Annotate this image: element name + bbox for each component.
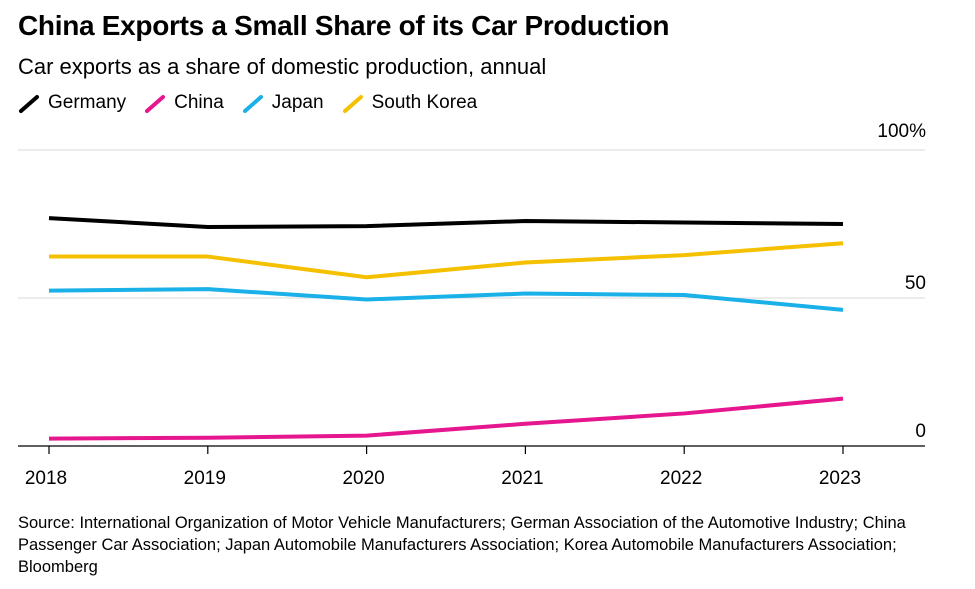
x-tick-label: 2021 bbox=[501, 468, 543, 489]
legend-swatch-icon bbox=[19, 95, 39, 113]
chart-subtitle: Car exports as a share of domestic produ… bbox=[18, 54, 547, 79]
x-tick-label: 2018 bbox=[25, 468, 67, 489]
legend-swatch-icon bbox=[242, 95, 263, 113]
series-line-south-korea bbox=[49, 241, 844, 280]
legend-item-japan: Japan bbox=[242, 92, 324, 114]
y-tick-label: 0 bbox=[915, 421, 926, 442]
legend-item-china: China bbox=[144, 92, 224, 114]
x-tick-label: 2023 bbox=[819, 468, 861, 489]
legend-label: Germany bbox=[48, 92, 127, 113]
legend-label: Japan bbox=[271, 92, 324, 113]
legend-label: China bbox=[174, 92, 224, 113]
legend-label: South Korea bbox=[371, 92, 478, 113]
gridlines bbox=[18, 149, 925, 299]
y-tick-label: 50 bbox=[905, 273, 926, 294]
series-lines bbox=[48, 216, 844, 441]
series-line-japan bbox=[48, 287, 844, 312]
legend-item-germany: Germany bbox=[18, 92, 126, 114]
chart-title: China Exports a Small Share of its Car P… bbox=[18, 10, 670, 41]
y-tick-label: 100% bbox=[877, 121, 926, 142]
x-axis: 2018 2019 2020 2021 2022 2023 bbox=[18, 445, 925, 489]
series-line-china bbox=[48, 396, 844, 441]
series-line-germany bbox=[48, 216, 844, 229]
source-note: Source: International Organization of Mo… bbox=[18, 514, 906, 576]
y-axis-labels: 0 50 100% bbox=[877, 121, 926, 442]
x-tick-label: 2019 bbox=[184, 468, 226, 489]
x-tick-label: 2022 bbox=[660, 468, 702, 489]
legend-item-south-korea: South Korea bbox=[342, 92, 478, 114]
legend-swatch-icon bbox=[145, 95, 166, 113]
x-tick-label: 2020 bbox=[342, 468, 384, 489]
legend-swatch-icon bbox=[342, 95, 363, 113]
legend: Germany China Japan South Korea bbox=[18, 92, 495, 114]
line-chart: 0 50 100% 2018 2019 2020 2021 2022 2023 bbox=[18, 121, 926, 489]
